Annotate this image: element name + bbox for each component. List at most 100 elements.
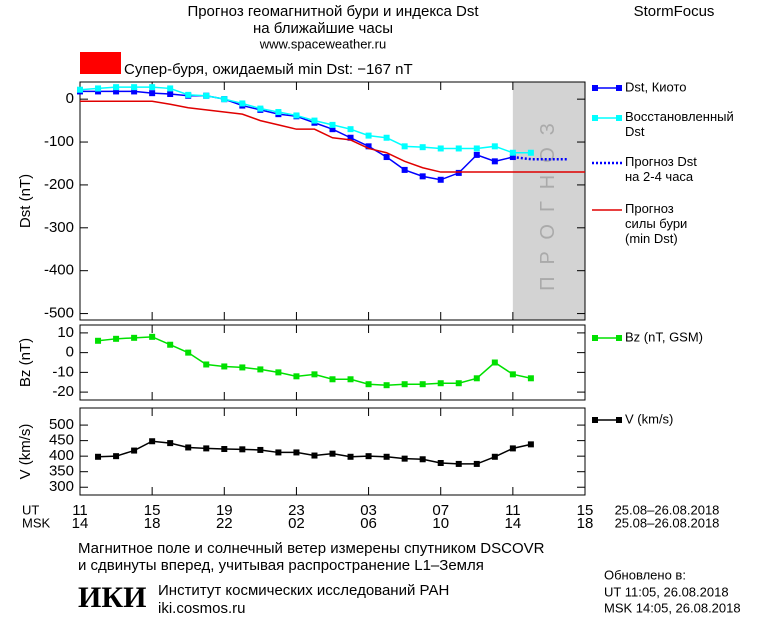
note: Магнитное поле и солнечный ветер измерен… bbox=[78, 540, 545, 557]
point bbox=[365, 453, 372, 460]
point bbox=[185, 349, 192, 356]
point bbox=[149, 90, 156, 97]
legend-label: Прогноз Dst на 2-4 часа bbox=[625, 154, 697, 184]
point bbox=[365, 381, 372, 388]
point bbox=[239, 100, 246, 107]
legend-marker bbox=[592, 417, 598, 423]
alert-box bbox=[80, 52, 121, 74]
msk-tick-label: 14 bbox=[72, 515, 89, 532]
point bbox=[275, 109, 282, 116]
point bbox=[203, 92, 210, 99]
point bbox=[437, 380, 444, 387]
series-line bbox=[79, 86, 531, 154]
point bbox=[419, 456, 426, 463]
legend-label: Dst, Киото bbox=[625, 79, 687, 94]
point bbox=[401, 143, 408, 150]
point bbox=[455, 460, 462, 467]
point bbox=[383, 382, 390, 389]
series-line bbox=[80, 90, 514, 181]
title: Прогноз геомагнитной бури и индекса Dst bbox=[187, 3, 479, 20]
note: и сдвинуты вперед, учитывая распростране… bbox=[78, 557, 484, 574]
point bbox=[419, 381, 426, 388]
y-tick-label: 300 bbox=[49, 478, 74, 495]
point bbox=[419, 173, 426, 180]
y-tick-label: 500 bbox=[49, 416, 74, 433]
x-tick-label: 15 bbox=[144, 502, 161, 519]
point bbox=[257, 446, 264, 453]
point bbox=[149, 84, 156, 91]
point bbox=[167, 440, 174, 447]
point bbox=[455, 380, 462, 387]
y-tick-label: -200 bbox=[44, 176, 74, 193]
point bbox=[329, 121, 336, 128]
forecast-zone bbox=[512, 82, 585, 320]
point bbox=[509, 371, 516, 378]
point bbox=[491, 453, 498, 460]
msk-tick-label: 02 bbox=[288, 515, 305, 532]
point bbox=[239, 446, 246, 453]
point bbox=[293, 373, 300, 380]
msk-tick-label: 18 bbox=[577, 515, 594, 532]
point bbox=[239, 364, 246, 371]
point bbox=[509, 149, 516, 156]
point bbox=[437, 459, 444, 466]
point bbox=[383, 134, 390, 141]
updated-msk: MSK 14:05, 26.08.2018 bbox=[604, 600, 741, 615]
legend-marker bbox=[616, 85, 622, 91]
point bbox=[113, 84, 120, 91]
y-tick-label: -10 bbox=[52, 363, 74, 380]
point bbox=[95, 88, 102, 95]
point bbox=[347, 126, 354, 133]
point bbox=[527, 149, 534, 156]
point bbox=[167, 91, 174, 98]
point bbox=[473, 460, 480, 467]
point bbox=[167, 85, 174, 92]
title: на ближайшие часы bbox=[253, 20, 393, 37]
y-tick-label: 400 bbox=[49, 447, 74, 464]
x-tick-label: 11 bbox=[72, 502, 88, 519]
axis-title: V (km/s) bbox=[17, 424, 34, 480]
point bbox=[95, 453, 102, 460]
point bbox=[311, 452, 318, 459]
point bbox=[473, 375, 480, 382]
point bbox=[167, 341, 174, 348]
point bbox=[203, 361, 210, 368]
y-tick-label: -300 bbox=[44, 219, 74, 236]
y-tick-label: 450 bbox=[49, 432, 74, 449]
y-tick-label: -500 bbox=[44, 305, 74, 322]
msk-tick-label: 10 bbox=[432, 515, 449, 532]
x-tick-label: 11 bbox=[505, 502, 521, 519]
date-range: 25.08–26.08.2018 bbox=[615, 515, 720, 530]
y-tick-label: -100 bbox=[44, 133, 74, 150]
msk-tick-label: 22 bbox=[216, 515, 233, 532]
frame bbox=[79, 81, 586, 321]
point bbox=[185, 444, 192, 451]
point bbox=[437, 145, 444, 152]
y-tick-label: -400 bbox=[44, 262, 74, 279]
forecast-label: ПРОГНОЗ bbox=[537, 111, 559, 291]
point bbox=[329, 376, 336, 383]
point bbox=[383, 154, 390, 161]
url: www.spaceweather.ru bbox=[259, 36, 386, 51]
updated: Обновлено в: bbox=[604, 567, 686, 582]
point bbox=[491, 143, 498, 150]
y-tick-label: 10 bbox=[57, 324, 74, 341]
point bbox=[113, 88, 120, 95]
x-tick-label: 03 bbox=[360, 502, 377, 519]
point bbox=[131, 447, 138, 454]
legend-marker bbox=[616, 115, 622, 121]
x-tick-label: 19 bbox=[216, 502, 233, 519]
msk-tick-label: 06 bbox=[360, 515, 377, 532]
point bbox=[221, 446, 228, 453]
point bbox=[329, 450, 336, 457]
alert: Супер-буря, ожидаемый min Dst: −167 nT bbox=[124, 61, 413, 78]
y-tick-label: 0 bbox=[66, 90, 74, 107]
y-tick-label: -20 bbox=[52, 383, 74, 400]
point bbox=[257, 366, 264, 373]
msk-tick-label: 14 bbox=[505, 515, 522, 532]
point bbox=[347, 134, 354, 141]
point bbox=[77, 86, 83, 93]
point bbox=[131, 88, 138, 95]
